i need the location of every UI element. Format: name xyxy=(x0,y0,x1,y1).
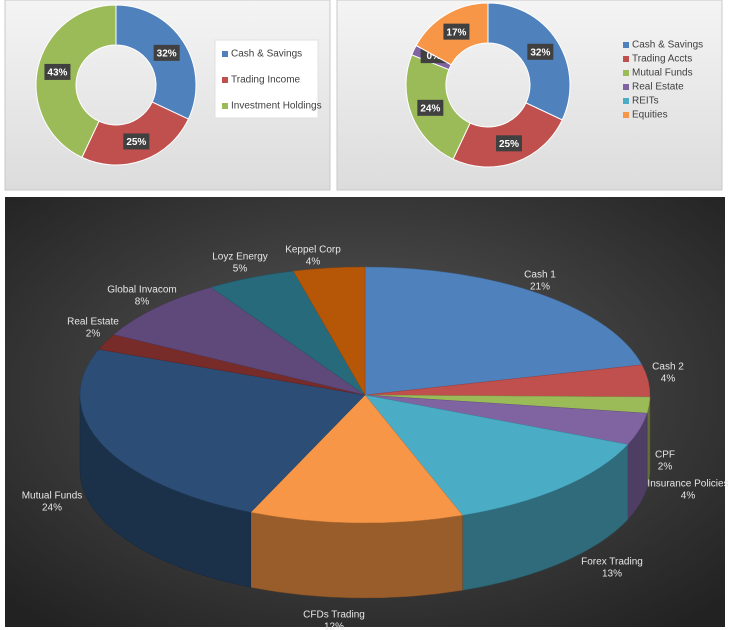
data-label: 24% xyxy=(420,103,440,114)
data-label: 8% xyxy=(135,297,150,308)
data-label-name: Global Invacom xyxy=(107,285,176,296)
data-label: 25% xyxy=(499,139,519,150)
data-label-name: Forex Trading xyxy=(581,557,643,568)
data-label: 4% xyxy=(681,491,696,502)
data-label-box xyxy=(123,133,150,150)
legend-swatch xyxy=(222,51,228,57)
legend-swatch xyxy=(623,42,629,48)
pie-slice xyxy=(250,394,463,524)
pie-slice xyxy=(364,394,629,516)
data-label: 5% xyxy=(233,264,248,275)
legend-swatch xyxy=(623,70,629,76)
data-label-name: Mutual Funds xyxy=(22,491,83,502)
data-label: 2% xyxy=(86,329,101,340)
legend-label: Mutual Funds xyxy=(632,68,693,79)
data-label-box xyxy=(417,99,444,116)
data-label-box xyxy=(527,43,554,60)
legend-swatch xyxy=(222,77,228,83)
legend-swatch xyxy=(623,84,629,90)
donut-slice xyxy=(452,102,563,168)
slice-side xyxy=(250,511,463,599)
donut-slice xyxy=(487,2,571,121)
data-label-name: CFDs Trading xyxy=(303,610,365,621)
legend-swatch xyxy=(222,103,228,109)
data-label-name: Insurance Policies xyxy=(647,479,728,490)
data-label-box xyxy=(496,135,523,152)
data-label-name: Cash 2 xyxy=(652,362,684,373)
legend-box xyxy=(214,39,319,119)
data-label: 25% xyxy=(126,137,146,148)
data-label-box xyxy=(44,63,71,80)
data-label: 21% xyxy=(530,282,550,293)
data-label: 43% xyxy=(47,68,67,79)
legend-label: REITs xyxy=(632,96,659,107)
legend-label: Real Estate xyxy=(632,82,684,93)
data-label: 0% xyxy=(426,51,441,62)
legend-label: Equities xyxy=(632,110,668,121)
legend-label: Cash & Savings xyxy=(632,40,703,51)
legend-label: Trading Income xyxy=(231,75,301,86)
data-label: 13% xyxy=(602,569,622,580)
data-label: 4% xyxy=(661,374,676,385)
data-label-name: Cash 1 xyxy=(524,270,556,281)
donut-slice xyxy=(35,4,117,159)
data-label: 32% xyxy=(530,47,550,58)
legend-label: Cash & Savings xyxy=(231,49,302,60)
data-label-box xyxy=(153,44,180,61)
data-label: 24% xyxy=(42,503,62,514)
legend-swatch xyxy=(623,56,629,62)
legend-swatch xyxy=(623,98,629,104)
data-label: 32% xyxy=(157,48,177,59)
data-label-name: Keppel Corp xyxy=(285,245,341,256)
legend-label: Investment Holdings xyxy=(231,101,322,112)
data-label-name: Real Estate xyxy=(67,317,119,328)
pie-slice xyxy=(79,349,366,513)
data-label: 4% xyxy=(306,257,321,268)
legend-label: Trading Accts xyxy=(632,54,692,65)
data-label: 17% xyxy=(446,27,466,38)
pie-slice xyxy=(364,266,643,396)
pie-slice xyxy=(113,287,366,396)
data-label-box xyxy=(443,23,470,40)
donut-slice xyxy=(115,4,197,120)
data-label: 12% xyxy=(324,622,344,630)
data-label-name: CPF xyxy=(655,450,675,461)
legend-swatch xyxy=(623,112,629,118)
data-label-name: Loyz Energy xyxy=(212,252,268,263)
data-label: 2% xyxy=(658,462,673,473)
pie-slice xyxy=(293,266,366,396)
